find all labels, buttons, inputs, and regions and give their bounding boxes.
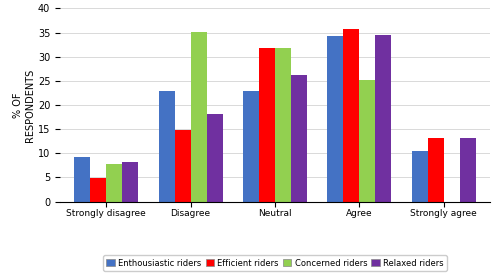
Bar <box>428 138 444 202</box>
Bar <box>206 114 222 202</box>
Bar <box>90 178 106 202</box>
Bar <box>328 36 344 202</box>
Bar <box>344 29 359 202</box>
Bar <box>106 164 122 202</box>
Legend: Enthousiastic riders, Efficient riders, Concerned riders, Relaxed riders: Enthousiastic riders, Efficient riders, … <box>103 255 447 271</box>
Bar <box>360 80 376 202</box>
Bar <box>460 138 475 202</box>
Bar <box>243 90 259 202</box>
Bar <box>259 48 275 202</box>
Bar <box>122 162 138 202</box>
Bar <box>190 32 206 202</box>
Bar <box>74 157 90 202</box>
Bar <box>174 130 190 202</box>
Bar <box>275 48 291 202</box>
Bar <box>412 151 428 202</box>
Bar <box>158 90 174 202</box>
Y-axis label: % OF
RESPONDENTS: % OF RESPONDENTS <box>14 68 35 142</box>
Bar <box>291 75 307 202</box>
Bar <box>376 36 392 202</box>
